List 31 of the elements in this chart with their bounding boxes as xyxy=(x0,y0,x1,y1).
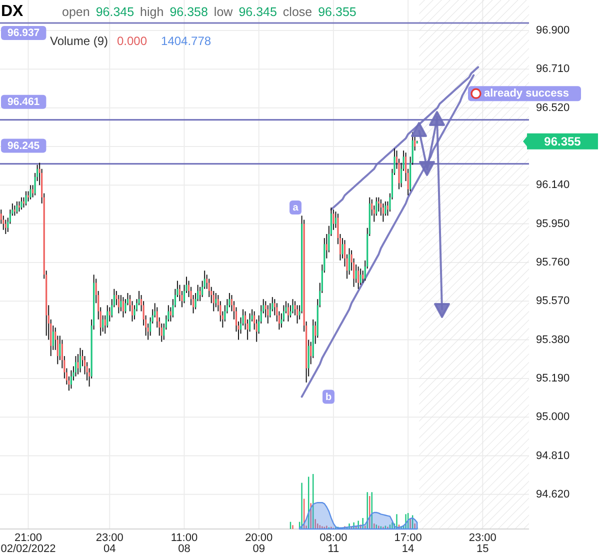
y-tick-label: 96.900 xyxy=(536,24,570,37)
y-tick-label: 95.950 xyxy=(536,218,570,230)
chart-title: Volume (9) xyxy=(50,34,108,48)
x-tick-label: 23:00 04 xyxy=(96,532,124,555)
x-tick-label: 20:00 09 xyxy=(245,532,273,555)
y-tick-label: 94.620 xyxy=(536,488,570,500)
y-tick-label: 96.520 xyxy=(536,102,570,114)
annotation: b xyxy=(325,391,332,402)
y-tick-label: 96.710 xyxy=(536,63,570,76)
y-tick-label: 95.190 xyxy=(536,372,570,384)
y-tick-label: 95.380 xyxy=(536,334,570,346)
ref-line-label: 96.245 xyxy=(8,140,40,152)
x-tick-label: 08:00 11 xyxy=(320,532,348,555)
annotation: 1404.778 xyxy=(161,34,212,48)
y-tick-label: 95.570 xyxy=(536,295,570,308)
x-tick-label: 17:00 14 xyxy=(394,532,422,555)
y-tick-label: 95.000 xyxy=(536,411,570,424)
ref-line-label: 96.461 xyxy=(8,96,40,108)
ref-line-label: 96.937 xyxy=(8,26,40,39)
x-tick-label: 11:00 08 xyxy=(170,532,198,555)
annotation: a xyxy=(292,202,299,214)
annotation: already success xyxy=(484,88,570,100)
x-tick-label: 21:00 02/02/2022 xyxy=(0,532,56,555)
annotation: 0.000 xyxy=(117,34,148,48)
x-tick-label: 23:00 15 xyxy=(468,532,496,555)
chart-title: DX xyxy=(1,3,24,20)
chart-subtitle: open 96.345 high 96.358 low 96.345 close 96.355 xyxy=(62,5,356,19)
y-tick-label: 94.810 xyxy=(536,450,570,462)
y-tick-label: 95.760 xyxy=(536,256,570,268)
y-tick-label: 96.140 xyxy=(536,179,570,192)
text: 96.355 xyxy=(544,134,582,148)
